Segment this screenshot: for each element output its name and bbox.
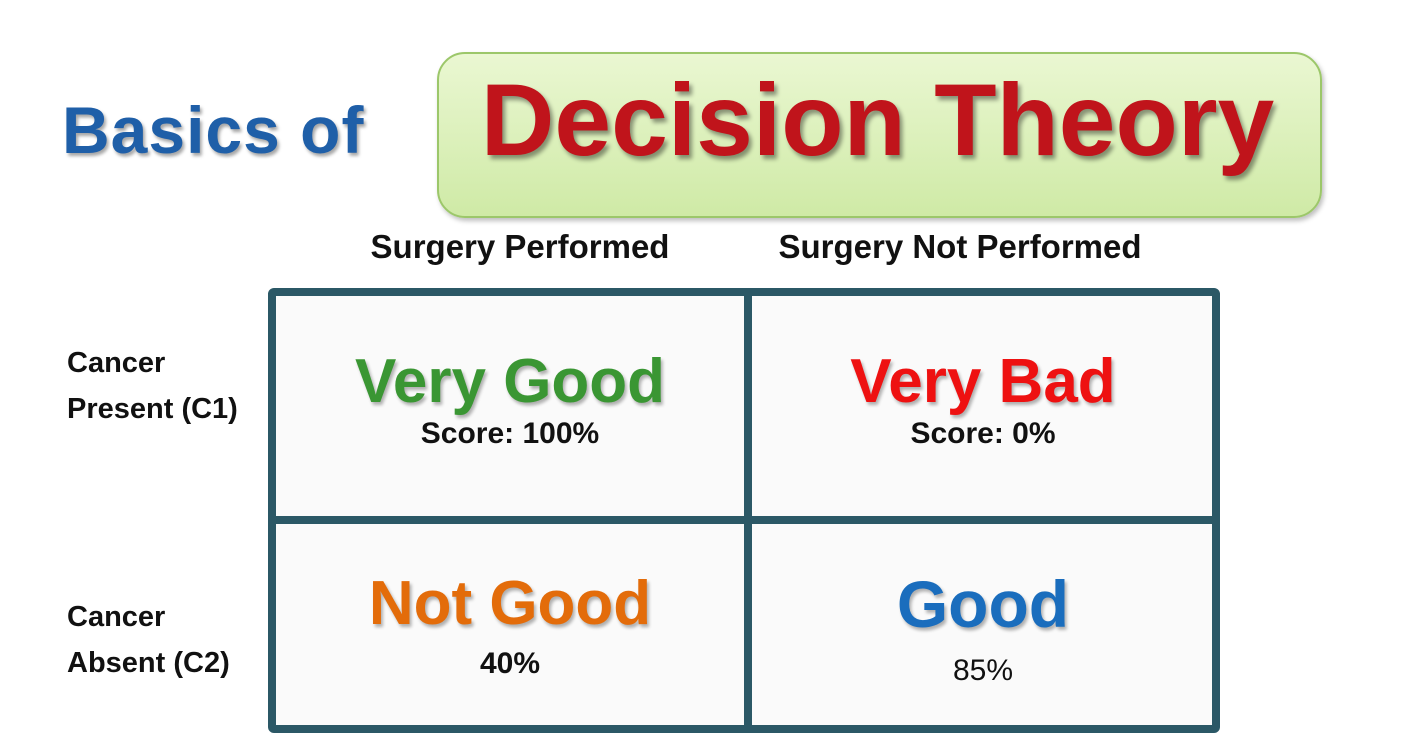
row-label: Cancer Present (C1)	[67, 340, 238, 432]
score: 40%	[479, 647, 541, 680]
row-label-line: Absent (C2)	[67, 647, 230, 679]
verdict: Very Good	[354, 347, 666, 416]
score: Score: 100%	[420, 417, 600, 450]
cell: Very Good Score: 100%	[272, 346, 748, 451]
score: 85%	[952, 654, 1014, 687]
verdict: Good	[896, 567, 1070, 641]
row-label-line: Cancer	[67, 601, 166, 633]
cell: Good 85%	[745, 566, 1221, 688]
row-label-line: Cancer	[67, 347, 166, 379]
title-box	[437, 52, 1322, 218]
cell: Very Bad Score: 0%	[745, 346, 1221, 451]
verdict: Not Good	[368, 569, 652, 638]
score: Score: 0%	[910, 417, 1056, 450]
column-header: Surgery Performed	[370, 228, 670, 265]
table-grid	[268, 288, 1220, 733]
title-prefix: Basics of	[62, 93, 365, 167]
column-header: Surgery Not Performed	[778, 228, 1142, 265]
verdict: Very Bad	[850, 347, 1116, 416]
title: Decision Theory	[480, 63, 1275, 177]
cell: Not Good 40%	[272, 568, 748, 681]
row-label-line: Present (C1)	[67, 393, 238, 425]
row-label: Cancer Absent (C2)	[67, 594, 230, 686]
